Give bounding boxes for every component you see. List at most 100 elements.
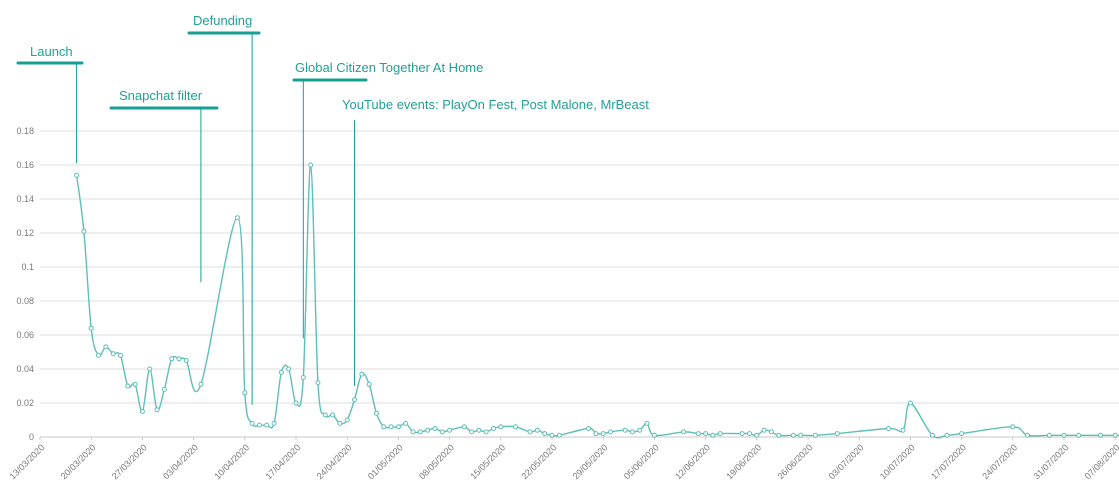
data-point (154, 407, 160, 413)
x-tick-label: 10/07/2020 (878, 442, 917, 481)
x-tick-label: 31/07/2020 (1031, 442, 1070, 481)
x-tick-label: 13/03/2020 (7, 442, 46, 481)
x-tick-label: 05/06/2020 (622, 442, 661, 481)
x-tick-label: 29/05/2020 (571, 442, 610, 481)
annotation: Snapchat filter (109, 88, 219, 283)
data-point (417, 429, 423, 435)
y-tick-label: 0.06 (16, 330, 34, 340)
data-point (373, 410, 379, 416)
data-point (147, 366, 153, 372)
data-point (256, 422, 262, 428)
data-point (432, 426, 438, 431)
data-point (161, 386, 167, 392)
data-point (885, 426, 891, 431)
data-point (761, 427, 767, 433)
data-point (359, 371, 365, 377)
data-point (1076, 432, 1082, 438)
x-tick-label: 03/07/2020 (827, 442, 866, 481)
data-point (366, 381, 372, 387)
data-point (1098, 432, 1104, 438)
x-tick-label: 10/04/2020 (212, 442, 251, 481)
annotation-label: Snapchat filter (119, 88, 203, 103)
data-point (322, 412, 328, 418)
data-point (637, 427, 643, 433)
x-tick-label: 19/06/2020 (724, 442, 763, 481)
data-point (746, 431, 752, 437)
data-point (593, 431, 599, 437)
annotation-label: Global Citizen Together At Home (295, 60, 483, 75)
x-axis-ticks: 13/03/2020 20/03/2020 27/03/2020 03/04/2020… (7, 437, 1119, 481)
y-axis-ticks: 0 0.02 0.04 0.06 0.08 0.1 0.12 0.14 0.16 0.18 (16, 126, 34, 442)
data-point (125, 383, 131, 389)
data-point (695, 431, 701, 437)
annotation: Global Citizen Together At Home (292, 60, 483, 339)
data-point (651, 432, 657, 438)
data-point (776, 432, 782, 438)
data-point (271, 420, 277, 426)
data-point (586, 426, 592, 431)
data-point (512, 424, 518, 430)
data-point (117, 352, 123, 358)
data-point (410, 429, 416, 435)
data-point (710, 432, 716, 438)
data-point (249, 420, 255, 426)
x-tick-label: 17/04/2020 (263, 442, 302, 481)
data-point (198, 381, 204, 387)
annotation-label: YouTube events: PlayOn Fest, Post Malone… (342, 97, 649, 112)
x-tick-label: 07/08/2020 (1083, 442, 1119, 481)
annotation-label: Defunding (193, 13, 252, 28)
x-tick-label: 22/05/2020 (519, 442, 558, 481)
data-point (169, 356, 175, 362)
data-point (286, 366, 292, 372)
data-point (81, 228, 87, 234)
series-line (75, 164, 1119, 439)
data-point (959, 431, 965, 437)
y-tick-label: 0.02 (16, 398, 34, 408)
data-point (425, 427, 431, 433)
x-tick-label: 03/04/2020 (161, 442, 200, 481)
data-point (644, 420, 650, 426)
data-point (703, 431, 709, 437)
data-point (490, 426, 496, 431)
x-tick-label: 27/03/2020 (110, 442, 149, 481)
data-point (183, 358, 189, 363)
data-point (622, 427, 628, 433)
data-point (900, 427, 906, 433)
data-point (139, 409, 145, 414)
data-point (461, 424, 467, 430)
data-point (344, 417, 350, 423)
data-point (717, 431, 723, 437)
data-point (534, 427, 540, 433)
data-point (74, 172, 80, 178)
data-point (132, 381, 138, 387)
data-point (1061, 432, 1067, 438)
data-point (395, 424, 401, 430)
annotation: Launch (16, 44, 84, 164)
gridlines (40, 130, 1119, 438)
data-point (403, 420, 409, 426)
x-tick-label: 01/05/2020 (366, 442, 405, 481)
data-point (542, 431, 548, 437)
data-point (476, 427, 482, 433)
x-tick-label: 24/07/2020 (980, 442, 1019, 481)
data-point (1112, 432, 1118, 438)
x-tick-label: 12/06/2020 (673, 442, 712, 481)
series (74, 162, 1119, 439)
data-point (176, 356, 182, 362)
data-point (681, 429, 687, 435)
data-point (929, 432, 935, 438)
x-tick-label: 17/07/2020 (929, 442, 968, 481)
data-point (88, 325, 94, 331)
data-point (315, 380, 321, 386)
data-point (608, 429, 614, 435)
y-tick-label: 0.16 (16, 160, 34, 170)
y-tick-label: 0.1 (21, 262, 34, 272)
x-tick-label: 20/03/2020 (59, 442, 98, 481)
x-tick-label: 24/04/2020 (315, 442, 354, 481)
annotation: Defunding (187, 13, 261, 405)
y-tick-label: 0.18 (16, 126, 34, 136)
data-point (264, 422, 270, 428)
data-point (234, 215, 240, 221)
data-point (739, 431, 745, 437)
